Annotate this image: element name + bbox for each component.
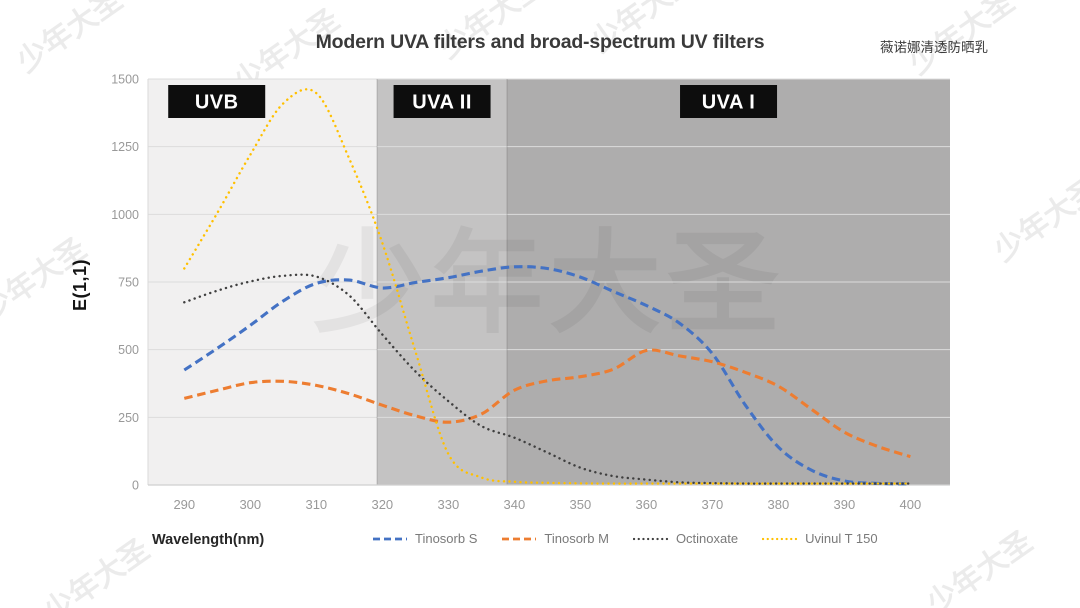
x-tick-label: 370	[702, 497, 724, 512]
x-tick-label: 360	[636, 497, 658, 512]
legend-marker	[632, 537, 669, 540]
y-tick-label: 1500	[111, 73, 139, 87]
watermark-center: 少年大圣	[313, 221, 785, 346]
series-line-tinosorb-m	[183, 348, 911, 459]
legend-item-tinosorb-m: Tinosorb M	[501, 531, 609, 546]
y-tick-label: 1250	[111, 140, 139, 154]
legend-label: Tinosorb M	[544, 531, 609, 546]
legend-label: Uvinul T 150	[805, 531, 878, 546]
region-label-box-uva-ii	[393, 85, 491, 118]
x-tick-label: 350	[570, 497, 592, 512]
y-tick-label: 1000	[111, 208, 139, 222]
x-tick-label: 400	[900, 497, 922, 512]
legend-item-octinoxate: Octinoxate	[632, 531, 739, 546]
series-line-octinoxate	[183, 273, 912, 485]
legend-label: Octinoxate	[675, 531, 739, 546]
region-label-box-uva-i	[680, 85, 778, 118]
region-label-uva-i: UVA I	[702, 92, 756, 114]
x-tick-label: 320	[371, 497, 393, 512]
legend-item-tinosorb-s: Tinosorb S	[372, 531, 477, 546]
x-tick-label: 330	[437, 497, 459, 512]
y-tick-label: 750	[118, 276, 139, 290]
region-label-box-uvb	[168, 85, 266, 118]
y-tick-label: 250	[118, 411, 139, 425]
x-tick-label: 310	[305, 497, 327, 512]
y-tick-label: 0	[132, 479, 139, 493]
x-tick-label: 340	[503, 497, 525, 512]
y-axis-title: E(1,1)	[70, 258, 90, 312]
legend-marker	[373, 537, 407, 540]
x-axis-title: Wavelength(nm)	[152, 532, 265, 548]
x-tick-label: 380	[768, 497, 790, 512]
legend-label: Tinosorb S	[415, 531, 478, 546]
x-tick-label: 300	[239, 497, 261, 512]
brand-label: 薇诺娜清透防晒乳	[880, 40, 988, 55]
x-tick-label: 290	[173, 497, 195, 512]
region-label-uva-ii: UVA II	[412, 92, 472, 114]
legend-marker	[762, 537, 799, 540]
x-tick-label: 390	[834, 497, 856, 512]
region-label-uvb: UVB	[195, 92, 239, 114]
legend-item-uvinul-t-150: Uvinul T 150	[762, 531, 878, 546]
chart-title: Modern UVA filters and broad-spectrum UV…	[315, 31, 765, 53]
series-line-tinosorb-s	[183, 265, 911, 486]
series-line-uvinul-t-150	[183, 88, 912, 485]
y-tick-label: 500	[118, 343, 139, 357]
legend: Tinosorb S Tinosorb M Octinoxate Uvinul T 1…	[372, 531, 878, 546]
legend-marker	[502, 537, 537, 540]
